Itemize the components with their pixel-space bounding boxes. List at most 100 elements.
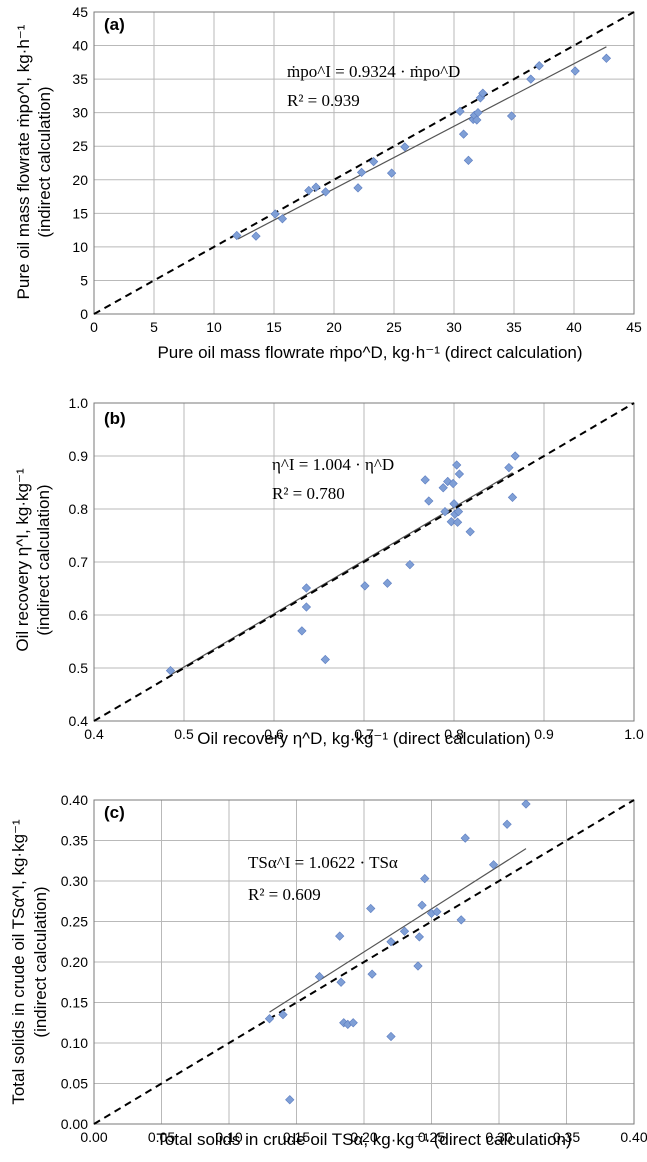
panel-b-r-squared: R² = 0.780 <box>272 484 345 503</box>
panel-a-data-point <box>463 155 474 165</box>
panel-c-x-tick-label: 0.05 <box>148 1129 175 1145</box>
panel-a-data-point <box>386 168 397 178</box>
panel-a-data-point <box>251 231 261 241</box>
panel-a-data-point <box>368 157 379 167</box>
panel-c-x-tick-label: 0.00 <box>80 1129 107 1145</box>
panel-a-y-tick-label: 15 <box>72 205 88 221</box>
panel-b-data-point <box>446 517 456 527</box>
panel-c-y-tick-label: 0.20 <box>61 954 88 970</box>
panel-b-x-tick-label: 0.4 <box>84 726 104 742</box>
panel-a-data-point <box>232 230 242 241</box>
panel-b-data-point <box>454 469 465 479</box>
panel-b-x-axis-label: Oil recovery η^D, kg·kg⁻¹ (direct calcul… <box>197 729 530 748</box>
panel-b-data-point <box>507 492 518 502</box>
panel-b-y-axis-label-line1: Oil recovery η^I, kg·kg⁻¹ <box>13 468 32 652</box>
panel-c-r-squared: R² = 0.609 <box>248 885 321 904</box>
panel-a-x-tick-label: 5 <box>150 319 158 335</box>
panel-b-y-tick-label: 0.4 <box>69 713 89 729</box>
panel-b-equation: η^I = 1.004 · η^D <box>272 455 394 474</box>
panel-c-y-tick-label: 0.10 <box>61 1035 88 1051</box>
panel-c-data-point <box>278 1010 288 1020</box>
panel-a-data-point <box>311 182 321 192</box>
panel-c-x-axis-label: Total solids in crude oil TSα, kg·kg⁻¹ (… <box>156 1130 571 1149</box>
panel-c-identity-line <box>93 799 635 1125</box>
panel-a-x-tick-label: 15 <box>266 319 282 335</box>
panel-a: 0 5 10 15 20 25 30 35 40 45 0 5 10 15 20 25 30 35 40 45 (a… <box>14 4 642 362</box>
panel-a-y-tick-label: 20 <box>72 172 88 188</box>
panel-a-data-point <box>601 53 612 63</box>
panel-c-y-tick-label: 0.35 <box>61 833 88 849</box>
panel-c-x-tick-label: 0.10 <box>215 1129 242 1145</box>
panel-b-y-tick-label: 0.5 <box>69 660 89 676</box>
panel-a-x-tick-label: 35 <box>506 319 522 335</box>
panel-c-y-tick-label: 0.15 <box>61 995 88 1011</box>
panel-c-data-point <box>502 819 512 829</box>
panel-b-data-point <box>301 583 312 593</box>
panel-a-x-tick-label: 30 <box>446 319 462 335</box>
panel-c-y-tick-label: 0.25 <box>61 914 88 930</box>
panel-b-label: (b) <box>104 409 126 428</box>
panel-c-x-tick-label: 0.25 <box>418 1129 445 1145</box>
panel-c-data-point <box>413 961 423 971</box>
panel-c-x-tick-label: 0.20 <box>350 1129 377 1145</box>
panel-c-x-tick-label: 0.15 <box>283 1129 310 1145</box>
panel-c-data-point <box>488 860 499 870</box>
panel-a-equation: ṁpo^I = 0.9324 · ṁpo^D <box>287 62 460 81</box>
panel-c-x-tick-label: 0.35 <box>553 1129 580 1145</box>
panel-a-y-tick-label: 30 <box>72 105 88 121</box>
panel-c-y-tick-label: 0.05 <box>61 1076 88 1092</box>
panel-c-data-point <box>335 931 345 941</box>
panel-a-x-tick-label: 45 <box>626 319 642 335</box>
panel-a-data-point <box>506 111 517 121</box>
panel-b-data-point <box>465 527 475 537</box>
panel-b-data-point <box>424 496 434 506</box>
panel-b-x-tick-label: 1.0 <box>624 726 644 742</box>
panel-b-data-point <box>510 451 520 461</box>
panel-a-plot-frame <box>93 11 635 315</box>
panel-a-y-tick-label: 45 <box>72 4 88 20</box>
panel-b-x-tick-label: 0.8 <box>444 726 464 742</box>
panel-c-data-point <box>386 1031 396 1042</box>
panel-c: 0.00 0.05 0.10 0.15 0.20 0.25 0.30 0.35 0.40 0.0… <box>9 792 647 1149</box>
panel-a-x-tick-label: 20 <box>326 319 342 335</box>
panel-b-x-tick-label: 0.6 <box>264 726 284 742</box>
panel-c-data-point <box>399 926 410 936</box>
panel-b-data-point <box>165 666 176 676</box>
panel-c-x-ticks: 0.00 0.05 0.10 0.15 0.20 0.25 0.30 0.35 0.40 <box>80 1129 647 1145</box>
panel-c-y-tick-label: 0.30 <box>61 873 88 889</box>
panel-a-x-tick-label: 40 <box>566 319 582 335</box>
panel-b-data-point <box>382 578 393 588</box>
panel-c-data-point <box>417 900 427 910</box>
panel-c-x-tick-label: 0.40 <box>620 1129 647 1145</box>
panel-b-y-tick-label: 0.6 <box>69 607 89 623</box>
panel-b-y-tick-label: 1.0 <box>69 395 89 411</box>
panel-a-y-tick-label: 10 <box>72 239 88 255</box>
panel-b-data-point <box>360 581 370 591</box>
panel-b-plot-frame <box>93 402 635 722</box>
panel-a-fit-line <box>237 46 607 240</box>
panel-b-data-point <box>440 507 450 517</box>
panel-a-x-tick-label: 25 <box>386 319 402 335</box>
panel-b-x-tick-label: 0.7 <box>354 726 374 742</box>
panel-a-data-point <box>473 108 483 118</box>
panel-b-x-ticks: 0.4 0.5 0.6 0.7 0.8 0.9 1.0 <box>84 726 644 742</box>
panel-b-data-point <box>449 499 459 509</box>
panel-a-data-point <box>534 61 544 71</box>
panel-c-data-point <box>264 1014 275 1024</box>
panel-c-data-point <box>460 833 470 843</box>
panel-b-data-point <box>320 654 330 665</box>
panel-b-data-point <box>452 517 463 527</box>
panel-c-label: (c) <box>104 803 125 822</box>
panel-b-data-point <box>420 475 430 485</box>
panel-b-y-tick-label: 0.9 <box>69 448 89 464</box>
panel-a-y-axis-label-line1: Pure oil mass flowrate ṁpo^I, kg·h⁻¹ <box>14 24 33 299</box>
panel-c-y-tick-label: 0.40 <box>61 792 88 808</box>
panel-c-data-point <box>386 937 396 947</box>
panel-c-plot-frame <box>93 799 635 1125</box>
panel-c-equation: TSα^I = 1.0622 · TSα <box>248 853 398 872</box>
panel-a-label: (a) <box>104 15 125 34</box>
panel-c-data-point <box>414 932 424 942</box>
panel-b-points <box>165 451 520 676</box>
panel-a-y-tick-label: 40 <box>72 38 88 54</box>
panel-a-x-ticks: 0 5 10 15 20 25 30 35 40 45 <box>90 319 642 335</box>
